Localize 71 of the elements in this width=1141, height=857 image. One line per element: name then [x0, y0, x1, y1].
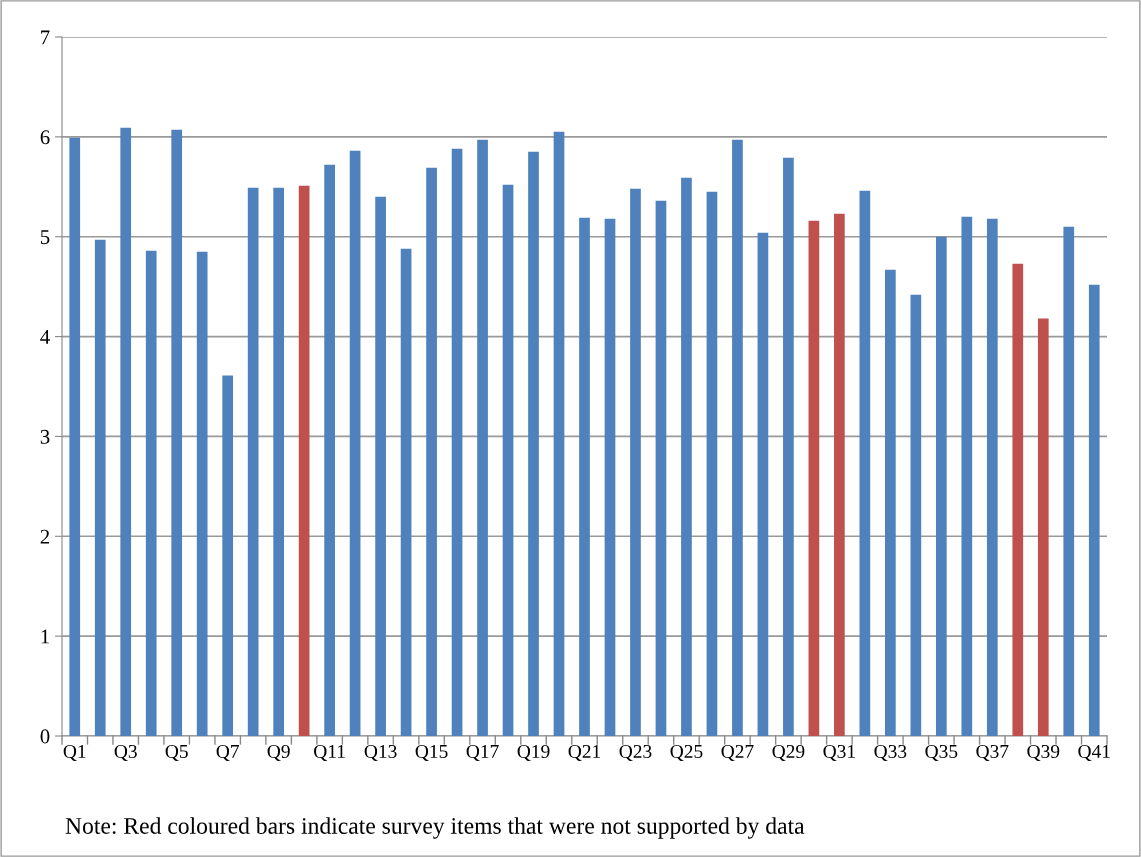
x-tick-label: Q9: [267, 744, 290, 761]
bar: [783, 157, 794, 736]
bar: [732, 139, 743, 736]
bar: [528, 151, 539, 736]
x-tick-label: Q19: [517, 744, 550, 761]
bar: [477, 139, 488, 736]
x-tick-label: Q23: [619, 744, 652, 761]
x-tick-label: Q41: [1078, 744, 1110, 761]
bar: [120, 127, 132, 736]
bar: [1063, 226, 1075, 736]
y-tick-label: 0: [40, 729, 50, 744]
x-tick-label: Q15: [415, 744, 448, 761]
bar: [808, 220, 820, 736]
bar: [196, 251, 208, 736]
x-tick-label: Q27: [721, 744, 754, 761]
x-tick-label: Q37: [976, 744, 1009, 761]
bar: [94, 239, 106, 736]
x-tick-label: Q5: [165, 744, 188, 761]
bar: [273, 187, 284, 736]
y-tick-label: 1: [41, 629, 49, 644]
bar: [349, 150, 361, 736]
x-tick-label: Q7: [216, 744, 239, 761]
x-tick-label: Q21: [568, 744, 601, 761]
bar: [553, 131, 565, 736]
bar: [630, 188, 641, 736]
x-tick-label: Q17: [466, 744, 499, 761]
bar: [757, 232, 769, 736]
bar: [247, 187, 259, 736]
bar: [298, 185, 310, 736]
bar: [324, 164, 335, 736]
y-tick-label: 7: [41, 30, 50, 45]
bar: [910, 294, 922, 736]
y-tick-label: 6: [40, 130, 50, 145]
bar: [655, 200, 667, 736]
bar: [400, 248, 412, 736]
bar: [986, 218, 998, 736]
x-tick-label: Q33: [874, 744, 907, 761]
bar: [859, 190, 871, 736]
x-tick-label: Q25: [670, 744, 703, 761]
bar: [1012, 263, 1024, 736]
x-tick-label: Q29: [772, 744, 805, 761]
bar: [502, 184, 514, 736]
bar: [706, 191, 718, 736]
bar: [145, 250, 157, 736]
y-tick-label: 5: [40, 230, 50, 245]
bar: [171, 129, 183, 736]
y-tick-label: 2: [40, 529, 50, 544]
bar: [375, 196, 386, 736]
x-tick-label: Q13: [364, 744, 397, 761]
x-tick-label: Q11: [314, 744, 345, 761]
x-tick-label: Q3: [114, 744, 137, 761]
bar: [604, 218, 616, 736]
x-tick-label: Q39: [1027, 744, 1060, 761]
bar: [222, 375, 234, 736]
bar: [935, 236, 947, 736]
text: Note: Red coloured bars indicate survey items that were not supported by data: [65, 817, 805, 839]
y-tick-label: 3: [40, 429, 50, 444]
bar: [961, 216, 973, 736]
bar: [69, 137, 81, 736]
bar: [885, 269, 896, 736]
y-tick-label: 4: [40, 330, 50, 344]
bar: [681, 177, 692, 736]
bar: [834, 213, 845, 736]
bar: [451, 148, 463, 736]
bar: [1088, 284, 1100, 736]
x-tick-label: Q1: [63, 744, 86, 761]
bar: [426, 167, 437, 736]
bar: [1037, 318, 1049, 736]
x-tick-label: Q35: [925, 744, 958, 761]
bar: [579, 217, 590, 736]
x-tick-label: Q31: [823, 744, 855, 761]
